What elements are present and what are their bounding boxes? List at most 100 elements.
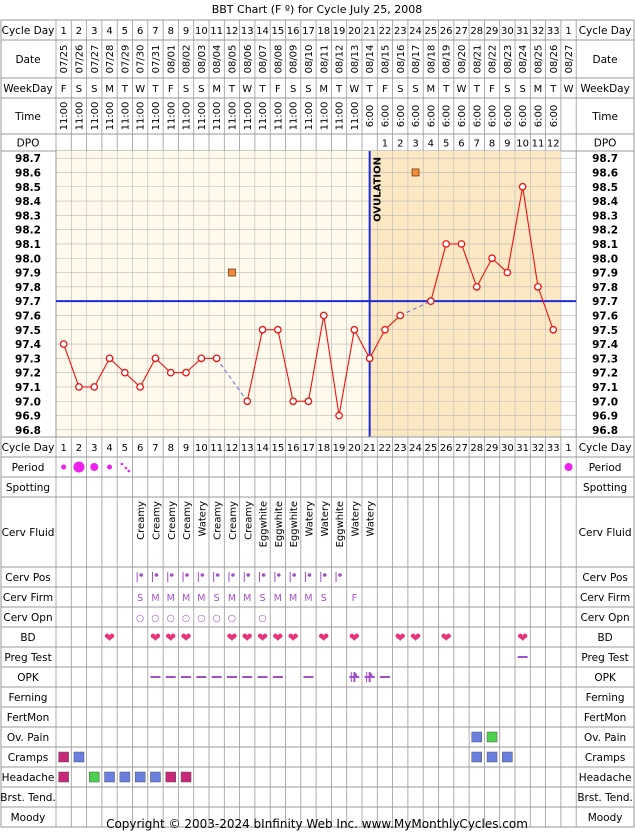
time-cell: 11:00 [90, 102, 101, 131]
cerv-opn-label-left: Cerv Opn [3, 612, 52, 624]
dpo-cell: 4 [428, 139, 434, 150]
cycle_day-cell: 25 [424, 26, 437, 37]
temp-point-day-13 [243, 397, 252, 406]
weekday-cell: F [275, 84, 281, 95]
cycle_day-cell: 3 [91, 26, 97, 37]
y-tick-right: 98.0 [592, 253, 618, 265]
chart-title: BBT Chart (F º) for Cycle July 25, 2008 [212, 3, 423, 16]
cycle-day-bottom-cell: 6 [137, 443, 143, 454]
cerv-pos-dot [185, 573, 189, 577]
cycle_day-cell: 31 [516, 26, 529, 37]
y-tick-right: 98.3 [592, 210, 618, 222]
bd-heart-icon: ❤ [318, 631, 329, 646]
y-tick-right: 97.0 [592, 396, 618, 408]
cycle_day-cell: 1 [60, 26, 66, 37]
temp-point-day-15 [273, 325, 282, 334]
bd-heart-icon: ❤ [226, 631, 237, 646]
weekday-cell: S [91, 84, 97, 95]
cycle_day-cell: 16 [287, 26, 300, 37]
bd-heart-icon: ❤ [349, 631, 360, 646]
y-tick-left: 98.6 [15, 167, 41, 179]
cerv-fluid-cell: Watery [366, 501, 377, 537]
bd-heart-icon: ❤ [242, 631, 253, 646]
y-tick-right: 98.4 [592, 196, 618, 208]
weekday-cell: T [549, 84, 557, 95]
time-row: Time Time 11:00 11:00 11:00 11:00 11:00 11:00 11… [0, 97, 635, 135]
weekday-cell: F [382, 84, 388, 95]
date-cell: 08/14 [365, 45, 376, 74]
ferning-label-right: Ferning [586, 692, 625, 704]
temp-point-day-11 [212, 354, 221, 363]
temp-point-day-20 [350, 325, 359, 334]
bd-heart-icon: ❤ [288, 631, 299, 646]
temp-line-segment [460, 243, 478, 288]
cerv-firm-cell: M [289, 593, 297, 604]
cycle-day-bottom-cell: 3 [91, 443, 97, 454]
cycle-day-bottom-cell: 9 [183, 443, 189, 454]
bd-heart-icon: ❤ [441, 631, 452, 646]
temp-line-segment [139, 358, 156, 388]
cycle-day-bottom-cell: 30 [501, 443, 514, 454]
y-tick-right: 98.6 [592, 167, 618, 179]
time-cell: 6:00 [442, 105, 453, 127]
weekday-cell: W [457, 84, 467, 95]
headache-severity-square [165, 771, 176, 783]
bd-heart-icon: ❤ [257, 631, 268, 646]
period-spotting-dot [124, 466, 128, 470]
y-tick-right: 97.2 [592, 368, 618, 380]
time-cell: 11:00 [136, 102, 147, 131]
cerv-firm-cell: M [274, 593, 282, 604]
temp-point-day-6 [136, 383, 144, 391]
cerv-fluid-cell: Eggwhite [289, 501, 300, 547]
period-spotting-dot [120, 462, 124, 466]
weekday-cell: S [290, 84, 296, 95]
cycle_day-cell: 7 [152, 26, 158, 37]
cycle_day-cell: 8 [168, 26, 174, 37]
weekday-cell: S [183, 84, 189, 95]
cerv-opn-cell: ○ [228, 613, 236, 624]
temp-point-day-23 [396, 311, 405, 320]
weekday-cell: M [319, 84, 328, 95]
weekday-cell: S [519, 84, 525, 95]
cerv-pos-dot [246, 573, 251, 577]
time-cell: 11:00 [151, 102, 162, 131]
cerv-firm-cell: S [321, 593, 327, 604]
cycle-day-bottom-cell: 12 [226, 443, 239, 454]
ov-pain-severity-square [486, 731, 498, 743]
temp-point-day-33 [549, 325, 558, 334]
cycle-day-bottom-cell: 1 [565, 443, 571, 454]
cycle-day-bottom-label-left: Cycle Day [2, 442, 55, 454]
time-cell: 11:00 [74, 102, 85, 131]
time-cell: 6:00 [533, 105, 544, 127]
copyright-text[interactable]: Copyright © 2003-2024 bInfinity Web Inc.… [106, 817, 528, 831]
cycle-day-bottom-cell: 33 [547, 443, 560, 454]
temp-point-day-30 [503, 268, 512, 277]
weekday-cell: W [135, 84, 145, 95]
cerv-pos-dot [154, 573, 159, 577]
time-label-right: Time [591, 111, 618, 123]
temp-point-day-9 [182, 368, 190, 377]
y-tick-right: 97.9 [592, 268, 618, 280]
cycle-day-bottom-cell: 11 [210, 443, 223, 454]
temp-point-day-7 [151, 354, 160, 363]
temp-point-day-10 [197, 354, 206, 363]
time-cell: 11:00 [105, 102, 116, 131]
temp-point-day-26 [442, 240, 450, 248]
y-tick-left: 97.4 [15, 339, 41, 351]
moody-label-right: Moody [588, 812, 623, 824]
cerv-pos-dot [231, 573, 235, 577]
cycle-day-bottom-cell: 10 [195, 443, 208, 454]
y-tick-left: 97.3 [15, 353, 41, 365]
dpo-cell: 6 [458, 139, 464, 150]
time-cell: 11:00 [166, 102, 177, 131]
cycle_day-cell: 28 [470, 26, 483, 37]
cerv-firm-cell: M [182, 593, 190, 604]
fertmon-label-left: FertMon [7, 712, 50, 724]
cerv-pos-row: Cerv Pos Cerv Pos [0, 566, 635, 588]
moody-row: Moody Moody [0, 806, 635, 828]
y-tick-left: 97.0 [15, 396, 41, 408]
date-cell: 08/17 [411, 45, 422, 74]
